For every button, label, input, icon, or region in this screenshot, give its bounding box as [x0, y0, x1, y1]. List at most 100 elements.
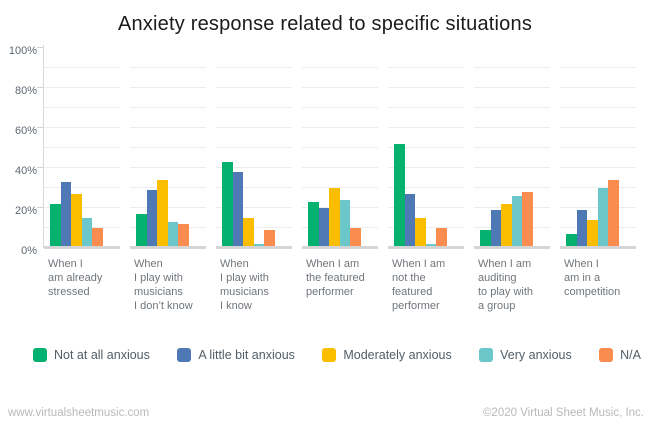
- x-axis-baseline: [388, 246, 464, 249]
- gridline: [216, 227, 292, 228]
- bar-not-at-all-anxious: [480, 230, 491, 246]
- chart-group-when-i-play-with-musicians-i-don-t-know: When I play with musicians I don’t know: [130, 47, 216, 312]
- legend-swatch-icon: [33, 348, 47, 362]
- gridline: [130, 187, 206, 188]
- gridline: [560, 147, 636, 148]
- gridline: [388, 187, 464, 188]
- gridline: [474, 87, 550, 88]
- gridline: [474, 187, 550, 188]
- bar-n-a: [436, 228, 447, 246]
- legend-swatch-icon: [479, 348, 494, 362]
- footer: www.virtualsheetmusic.com ©2020 Virtual …: [8, 407, 644, 419]
- bar-a-little-bit-anxious: [60, 182, 71, 246]
- bar-moderately-anxious: [415, 218, 426, 246]
- gridline: [388, 147, 464, 148]
- chart-title: Anxiety response related to specific sit…: [117, 13, 533, 35]
- legend-label: A little bit anxious: [198, 348, 295, 362]
- gridline: [216, 107, 292, 108]
- legend: Not at all anxious A little bit anxious Mo…: [33, 346, 641, 364]
- bar-cluster: [136, 180, 189, 246]
- bar-not-at-all-anxious: [394, 144, 405, 246]
- category-label: When I am in a competition: [564, 258, 621, 298]
- gridline: [560, 187, 636, 188]
- legend-label: Not at all anxious: [54, 348, 150, 362]
- y-axis-tick: [37, 87, 43, 88]
- bar-cluster: [566, 180, 619, 246]
- bar-very-anxious: [81, 218, 92, 246]
- legend-item-very-anxious: Very anxious: [479, 348, 572, 362]
- gridline: [130, 207, 206, 208]
- bar-a-little-bit-anxious: [490, 210, 501, 246]
- category-label: When I am not the featured performer: [392, 258, 446, 312]
- bar-n-a: [350, 228, 361, 246]
- bar-n-a: [264, 230, 275, 246]
- y-axis-tick-label: 60%: [14, 125, 37, 137]
- gridline: [302, 107, 378, 108]
- y-axis-tick-label: 20%: [14, 205, 37, 217]
- gridline: [44, 147, 120, 148]
- chart-group-when-i-am-the-featured-performer: When I am the featured performer: [302, 47, 388, 298]
- gridline: [216, 127, 292, 128]
- footer-copyright: ©2020 Virtual Sheet Music, Inc.: [482, 407, 644, 419]
- gridline: [302, 167, 378, 168]
- bar-cluster: [394, 144, 447, 246]
- bar-moderately-anxious: [71, 194, 82, 246]
- category-label: When I am already stressed: [48, 258, 103, 298]
- x-axis-baseline: [302, 246, 378, 249]
- gridline: [388, 207, 464, 208]
- bar-very-anxious: [511, 196, 522, 246]
- bar-cluster: [222, 162, 275, 246]
- bar-not-at-all-anxious: [308, 202, 319, 246]
- bar-not-at-all-anxious: [136, 214, 147, 246]
- gridline: [302, 127, 378, 128]
- gridline: [388, 227, 464, 228]
- bar-very-anxious: [425, 244, 436, 246]
- bar-not-at-all-anxious: [222, 162, 233, 246]
- bar-very-anxious: [597, 188, 608, 246]
- x-axis-baseline: [130, 246, 206, 249]
- chart-group-when-i-am-auditing-to-play-with-a-group: When I am auditing to play with a group: [474, 47, 560, 312]
- gridline: [474, 67, 550, 68]
- category-label: When I am the featured performer: [306, 258, 365, 298]
- legend-item-n-a: N/A: [599, 348, 641, 362]
- y-axis-tick-label: 80%: [14, 85, 37, 97]
- gridline: [44, 67, 120, 68]
- gridline: [302, 187, 378, 188]
- y-axis-tick-label: 0%: [21, 245, 37, 257]
- category-label: When I am auditing to play with a group: [478, 258, 534, 312]
- bar-not-at-all-anxious: [566, 234, 577, 246]
- legend-item-a-little-bit-anxious: A little bit anxious: [177, 348, 295, 362]
- gridline: [216, 87, 292, 88]
- legend-swatch-icon: [322, 348, 337, 362]
- y-axis-line: [43, 45, 44, 248]
- gridline: [216, 187, 292, 188]
- x-axis-baseline: [474, 246, 550, 249]
- bar-moderately-anxious: [501, 204, 512, 246]
- legend-item-not-at-all-anxious: Not at all anxious: [33, 348, 150, 362]
- gridline: [44, 207, 120, 208]
- bar-n-a: [92, 228, 103, 246]
- bar-cluster: [480, 192, 533, 246]
- gridline: [44, 127, 120, 128]
- gridline: [474, 167, 550, 168]
- chart-group-when-i-am-in-a-competition: When I am in a competition: [560, 47, 646, 298]
- bar-a-little-bit-anxious: [318, 208, 329, 246]
- gridline: [302, 67, 378, 68]
- gridline: [130, 107, 206, 108]
- gridline: [130, 147, 206, 148]
- legend-label: Moderately anxious: [343, 348, 452, 362]
- bar-a-little-bit-anxious: [404, 194, 415, 246]
- y-axis-tick: [37, 127, 43, 128]
- gridline: [302, 147, 378, 148]
- bar-n-a: [178, 224, 189, 246]
- bar-very-anxious: [339, 200, 350, 246]
- gridline: [44, 87, 120, 88]
- bar-a-little-bit-anxious: [232, 172, 243, 246]
- gridline: [216, 147, 292, 148]
- legend-swatch-icon: [177, 348, 192, 362]
- gridline: [388, 127, 464, 128]
- chart-group-when-i-play-with-musicians-i-know: When I play with musicians I know: [216, 47, 302, 312]
- gridline: [130, 167, 206, 168]
- gridline: [388, 87, 464, 88]
